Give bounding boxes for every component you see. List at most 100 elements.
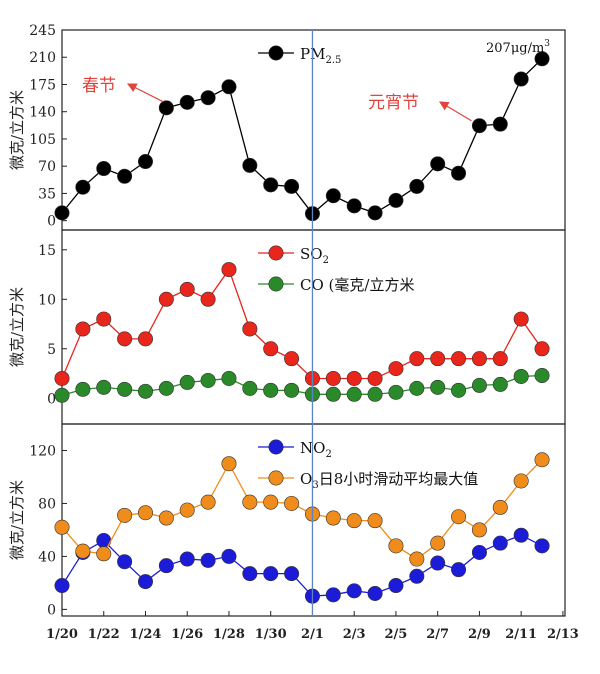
annotation-arrow — [126, 83, 164, 103]
data-point — [430, 156, 446, 172]
legend-marker — [268, 439, 284, 455]
data-point — [492, 351, 508, 367]
data-point — [200, 494, 216, 510]
data-point — [346, 370, 362, 386]
y-tick-label: 175 — [29, 77, 56, 93]
y-tick-label: 40 — [38, 549, 56, 565]
data-point — [54, 578, 70, 594]
y-tick-label: 80 — [38, 496, 56, 512]
data-point — [54, 205, 70, 221]
data-point — [492, 499, 508, 515]
data-point — [409, 568, 425, 584]
data-point — [75, 381, 91, 397]
data-point — [179, 281, 195, 297]
y-tick-label: 5 — [47, 342, 56, 358]
legend-label: O3日8小时滑动平均最大值 — [300, 470, 478, 491]
data-point — [54, 370, 70, 386]
data-point — [200, 372, 216, 388]
data-point — [513, 71, 529, 87]
data-point — [158, 291, 174, 307]
y-tick-label: 245 — [29, 23, 56, 39]
annotation-max-text: 207μg/m — [486, 41, 544, 56]
data-point — [492, 116, 508, 132]
annotation-max-superscript: 3 — [544, 39, 550, 49]
data-point — [409, 351, 425, 367]
legend-label: CO (毫克/立方米 — [300, 276, 414, 294]
data-point — [346, 386, 362, 402]
data-point — [430, 555, 446, 571]
data-point — [284, 495, 300, 511]
data-point — [367, 370, 383, 386]
data-point — [263, 341, 279, 357]
data-point — [117, 381, 133, 397]
chart-panels: 03570105140175210245微克/立方米PM2.5051015微克/… — [8, 23, 566, 618]
data-point — [346, 583, 362, 599]
data-point — [513, 311, 529, 327]
y-axis-label: 微克/立方米 — [8, 480, 26, 560]
data-point — [534, 367, 550, 383]
data-point — [471, 522, 487, 538]
x-tick-label: 1/20 — [46, 627, 78, 642]
data-point — [179, 551, 195, 567]
data-point — [96, 161, 112, 177]
data-point — [137, 574, 153, 590]
data-point — [451, 351, 467, 367]
data-point — [534, 51, 550, 67]
data-point — [451, 382, 467, 398]
data-point — [117, 168, 133, 184]
data-point — [137, 383, 153, 399]
data-point — [179, 374, 195, 390]
legend-subscript: 2.5 — [325, 55, 341, 66]
data-point — [325, 587, 341, 603]
x-tick-label: 2/7 — [426, 627, 449, 642]
data-point — [284, 382, 300, 398]
data-point — [200, 291, 216, 307]
y-axis-label: 微克/立方米 — [8, 287, 26, 367]
data-point — [388, 361, 404, 377]
data-point — [158, 558, 174, 574]
data-point — [346, 198, 362, 214]
data-point — [54, 387, 70, 403]
data-point — [471, 351, 487, 367]
data-point — [221, 79, 237, 95]
data-point — [242, 380, 258, 396]
data-point — [409, 380, 425, 396]
data-point — [367, 386, 383, 402]
data-point — [263, 494, 279, 510]
data-point — [451, 509, 467, 525]
data-point — [513, 473, 529, 489]
data-point — [158, 380, 174, 396]
data-point — [242, 494, 258, 510]
series-no: NO2 — [54, 439, 550, 604]
x-tick-label: 1/26 — [171, 627, 203, 642]
data-point — [158, 100, 174, 116]
data-point — [263, 566, 279, 582]
legend-subscript: 2 — [325, 449, 331, 460]
data-point — [200, 552, 216, 568]
data-point — [117, 507, 133, 523]
x-tick-label: 2/9 — [468, 627, 491, 642]
data-point — [54, 519, 70, 535]
annotation-arrow — [438, 101, 472, 122]
data-point — [179, 502, 195, 518]
data-point — [221, 456, 237, 472]
data-point — [284, 566, 300, 582]
data-point — [242, 321, 258, 337]
legend-subscript: 3 — [312, 480, 318, 491]
series-so: SO2 — [54, 245, 550, 386]
data-point — [137, 505, 153, 521]
data-point — [75, 179, 91, 195]
data-point — [263, 382, 279, 398]
data-point — [96, 379, 112, 395]
data-point — [96, 546, 112, 562]
annotation-spring-festival: 春节 — [82, 76, 116, 96]
data-point — [325, 386, 341, 402]
data-point — [284, 351, 300, 367]
data-point — [430, 379, 446, 395]
annotation-max-value: 207μg/m3 — [486, 39, 550, 56]
data-point — [388, 384, 404, 400]
data-point — [430, 351, 446, 367]
